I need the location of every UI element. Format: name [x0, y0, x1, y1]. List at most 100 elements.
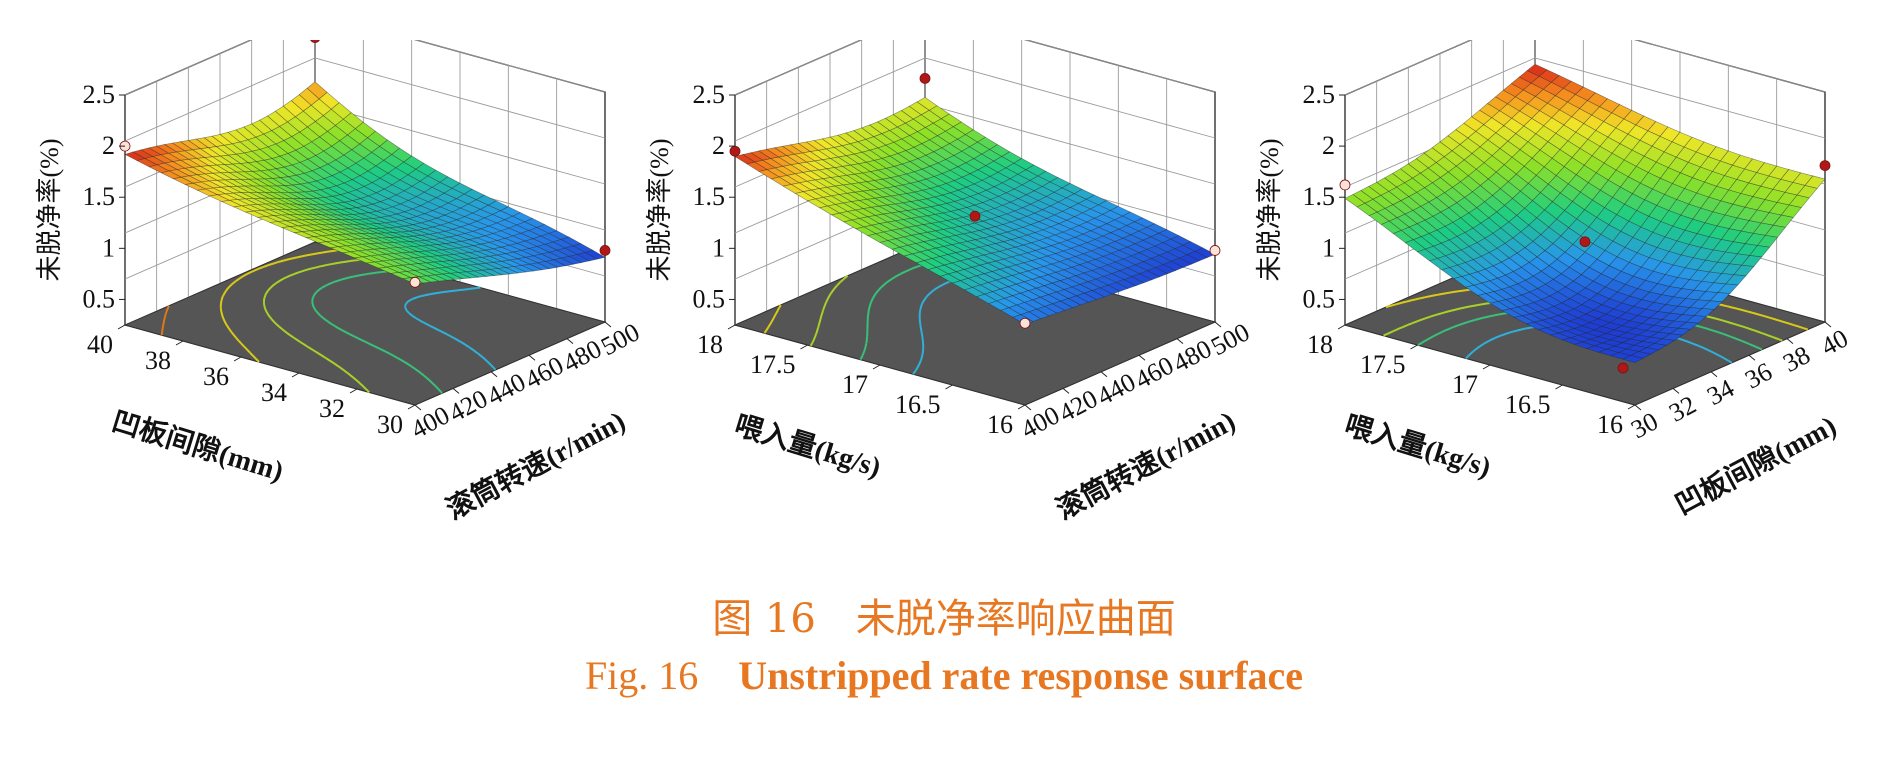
- figure-caption-text: Unstripped rate response surface: [738, 653, 1304, 698]
- figure-number: Fig. 16: [584, 653, 699, 698]
- response-surface: [734, 97, 1216, 325]
- left-axis-tick: [945, 384, 953, 390]
- right-axis-tick: [1138, 354, 1146, 361]
- z-tick-label: 1.5: [1303, 182, 1336, 211]
- z-tick-label: 2: [712, 131, 725, 160]
- left-axis-tick-label: 16.5: [895, 390, 941, 419]
- z-axis: 0.5 1 1.5 2 2.5 未脱净率(%): [1255, 80, 1345, 313]
- design-points: [729, 73, 1221, 329]
- right-axis-tick: [490, 371, 498, 378]
- left-axis-tick-label: 40: [87, 330, 113, 359]
- floor-contours: [160, 248, 497, 394]
- left-axis-label: 喂入量(kg/s): [731, 410, 884, 484]
- response-surface: [124, 81, 606, 285]
- z-axis-label: 未脱净率(%): [645, 139, 674, 282]
- response-surface: [1344, 63, 1826, 363]
- left-axis-tick-label: 17: [1452, 370, 1478, 399]
- design-point-marker: [1579, 236, 1591, 248]
- left-axis-tick-label: 16.5: [1505, 390, 1551, 419]
- left-axis-tick: [1017, 404, 1026, 410]
- wall-grid-line: [734, 57, 1216, 142]
- design-point-marker: [729, 145, 741, 157]
- left-axis-tick-label: 17.5: [750, 350, 796, 379]
- wall-grid-line: [124, 40, 606, 96]
- wall-grid-line: [734, 40, 1216, 96]
- left-axis-tick: [117, 324, 126, 330]
- right-axis-tick-label: 34: [1702, 373, 1739, 411]
- design-point-marker: [409, 276, 421, 288]
- left-axis-tick: [175, 340, 184, 346]
- left-axis-tick: [1555, 384, 1563, 390]
- wall-grid-line: [1344, 40, 1826, 96]
- left-axis-tick-label: 16: [987, 410, 1013, 439]
- z-tick-label: 1.5: [693, 182, 726, 211]
- left-axis-tick: [800, 344, 808, 350]
- right-axis-tick: [414, 404, 422, 411]
- left-axis-label: 凹板间隙(mm): [108, 405, 287, 487]
- right-axis-tick: [1710, 371, 1718, 378]
- design-point-marker: [919, 73, 931, 84]
- design-point-marker: [1209, 245, 1221, 256]
- left-axis-tick: [872, 364, 881, 370]
- z-tick-label: 2.5: [83, 80, 116, 109]
- z-axis-label: 未脱净率(%): [35, 139, 64, 282]
- contour-line: [262, 257, 374, 394]
- right-axis-tick: [1786, 338, 1794, 344]
- right-axis-tick-label: 32: [1664, 390, 1701, 428]
- design-points: [1339, 160, 1831, 374]
- right-axis-tick-label: 40: [1816, 323, 1853, 361]
- z-tick-label: 0.5: [83, 284, 116, 313]
- design-point-marker: [599, 245, 611, 256]
- design-point-marker: [310, 40, 320, 43]
- left-axis-tick-label: 17: [842, 370, 868, 399]
- right-axis-tick: [604, 321, 612, 328]
- contour-line: [160, 305, 170, 336]
- right-axis-tick: [1062, 388, 1070, 394]
- surface-plot-feed-speed: 0.5 1 1.5 2 2.5 未脱净率(%) 16 16.5 17 17.5 18 喂入量(kg/s…: [645, 40, 1254, 526]
- left-axis-tick: [407, 404, 416, 410]
- left-axis-tick: [727, 324, 736, 330]
- left-axis-tick-label: 36: [203, 362, 229, 391]
- right-axis-tick: [1634, 404, 1642, 411]
- figure-caption-english: Fig. 16 Unstripped rate response surface: [0, 652, 1888, 699]
- left-axis-tick-label: 30: [377, 410, 403, 439]
- left-axis-label: 喂入量(kg/s): [1341, 410, 1494, 484]
- right-axis-tick: [1176, 338, 1184, 344]
- z-tick-label: 0.5: [1303, 284, 1336, 313]
- z-tick-label: 2.5: [693, 80, 726, 109]
- figure-caption-chinese: 图 16 未脱净率响应曲面: [712, 596, 1176, 642]
- right-axis-tick: [1214, 321, 1222, 328]
- left-axis-tick-label: 16: [1597, 410, 1623, 439]
- right-axis-tick: [1672, 388, 1680, 394]
- right-axis-tick: [1824, 321, 1832, 328]
- contour-line: [311, 268, 443, 394]
- right-axis-tick: [1024, 404, 1032, 411]
- left-axis-tick-label: 17.5: [1360, 350, 1406, 379]
- z-tick-label: 1: [712, 233, 725, 262]
- right-axis-tick-label: 30: [1626, 406, 1663, 444]
- left-axis-tick: [349, 388, 358, 394]
- right-axis-tick: [1100, 371, 1108, 378]
- design-point-marker: [1339, 179, 1351, 191]
- left-axis-tick-label: 32: [319, 394, 345, 423]
- z-tick-label: 2: [1322, 131, 1335, 160]
- surface-plot-feed-gap: 0.5 1 1.5 2 2.5 未脱净率(%) 16 16.5 17 17.5 18 喂入量(kg/s…: [1255, 40, 1853, 521]
- left-axis-tick: [291, 372, 300, 378]
- z-tick-label: 1.5: [83, 182, 116, 211]
- right-axis-tick: [566, 338, 574, 344]
- wall-outline: [734, 40, 1216, 325]
- z-axis: 0.5 1 1.5 2 2.5 未脱净率(%): [35, 80, 125, 313]
- z-axis-label: 未脱净率(%): [1255, 139, 1284, 282]
- right-axis-tick: [452, 388, 460, 394]
- left-axis-tick: [1627, 404, 1636, 410]
- design-point-marker: [1617, 362, 1629, 374]
- design-point-marker: [1019, 317, 1031, 329]
- contour-line: [404, 286, 497, 371]
- right-axis-label: 滚筒转速(r/min): [441, 404, 631, 526]
- contour-line: [809, 241, 929, 347]
- left-axis-tick: [1410, 344, 1418, 350]
- left-axis-tick-label: 18: [697, 330, 723, 359]
- z-tick-label: 2: [102, 131, 115, 160]
- right-axis-label: 凹板间隙(mm): [1670, 410, 1842, 521]
